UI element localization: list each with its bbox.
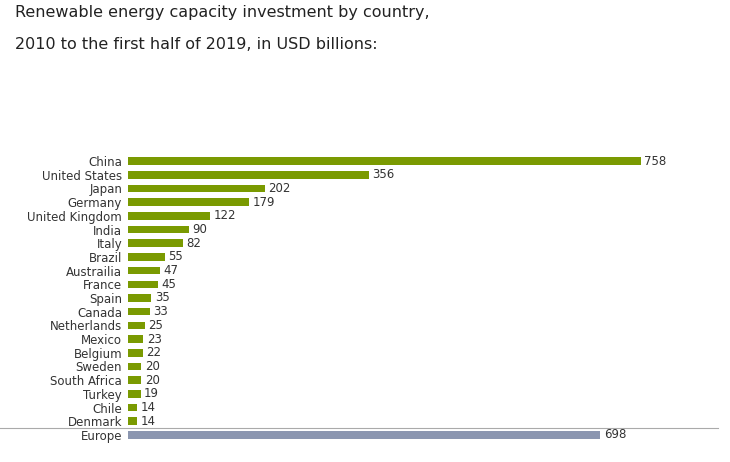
Text: 45: 45 [161,278,177,291]
Bar [128,157,641,165]
Bar [128,280,158,288]
Text: 25: 25 [148,319,163,332]
Bar [128,390,141,398]
Text: 758: 758 [645,155,666,168]
Text: 14: 14 [141,415,155,428]
Bar [128,308,150,316]
Text: 23: 23 [147,333,161,346]
Text: 20: 20 [145,360,160,373]
Text: 35: 35 [155,292,169,304]
Text: 356: 356 [372,168,394,181]
Bar [128,171,369,178]
Text: 19: 19 [144,387,159,401]
Text: 55: 55 [169,250,183,263]
Text: 20: 20 [145,374,160,387]
Text: 33: 33 [153,305,168,318]
Bar [128,212,210,219]
Bar [128,226,188,233]
Bar [128,185,264,192]
Text: 90: 90 [192,223,207,236]
Text: 122: 122 [214,209,237,222]
Bar [128,335,143,343]
Bar [128,294,151,302]
Bar [128,377,142,384]
Text: 202: 202 [268,182,291,195]
Text: 82: 82 [187,237,201,250]
Text: 22: 22 [146,346,161,359]
Bar [128,418,137,425]
Bar [128,253,165,261]
Text: 14: 14 [141,401,155,414]
Text: 698: 698 [604,428,626,441]
Bar [128,404,137,411]
Bar [128,239,183,247]
Bar [128,363,142,370]
Text: Renewable energy capacity investment by country,: Renewable energy capacity investment by … [15,5,429,19]
Text: 47: 47 [163,264,178,277]
Bar [128,431,601,439]
Text: 179: 179 [253,195,275,209]
Text: 2010 to the first half of 2019, in USD billions:: 2010 to the first half of 2019, in USD b… [15,37,377,52]
Bar [128,267,160,274]
Bar [128,198,249,206]
Bar [128,322,145,329]
Bar [128,349,142,357]
